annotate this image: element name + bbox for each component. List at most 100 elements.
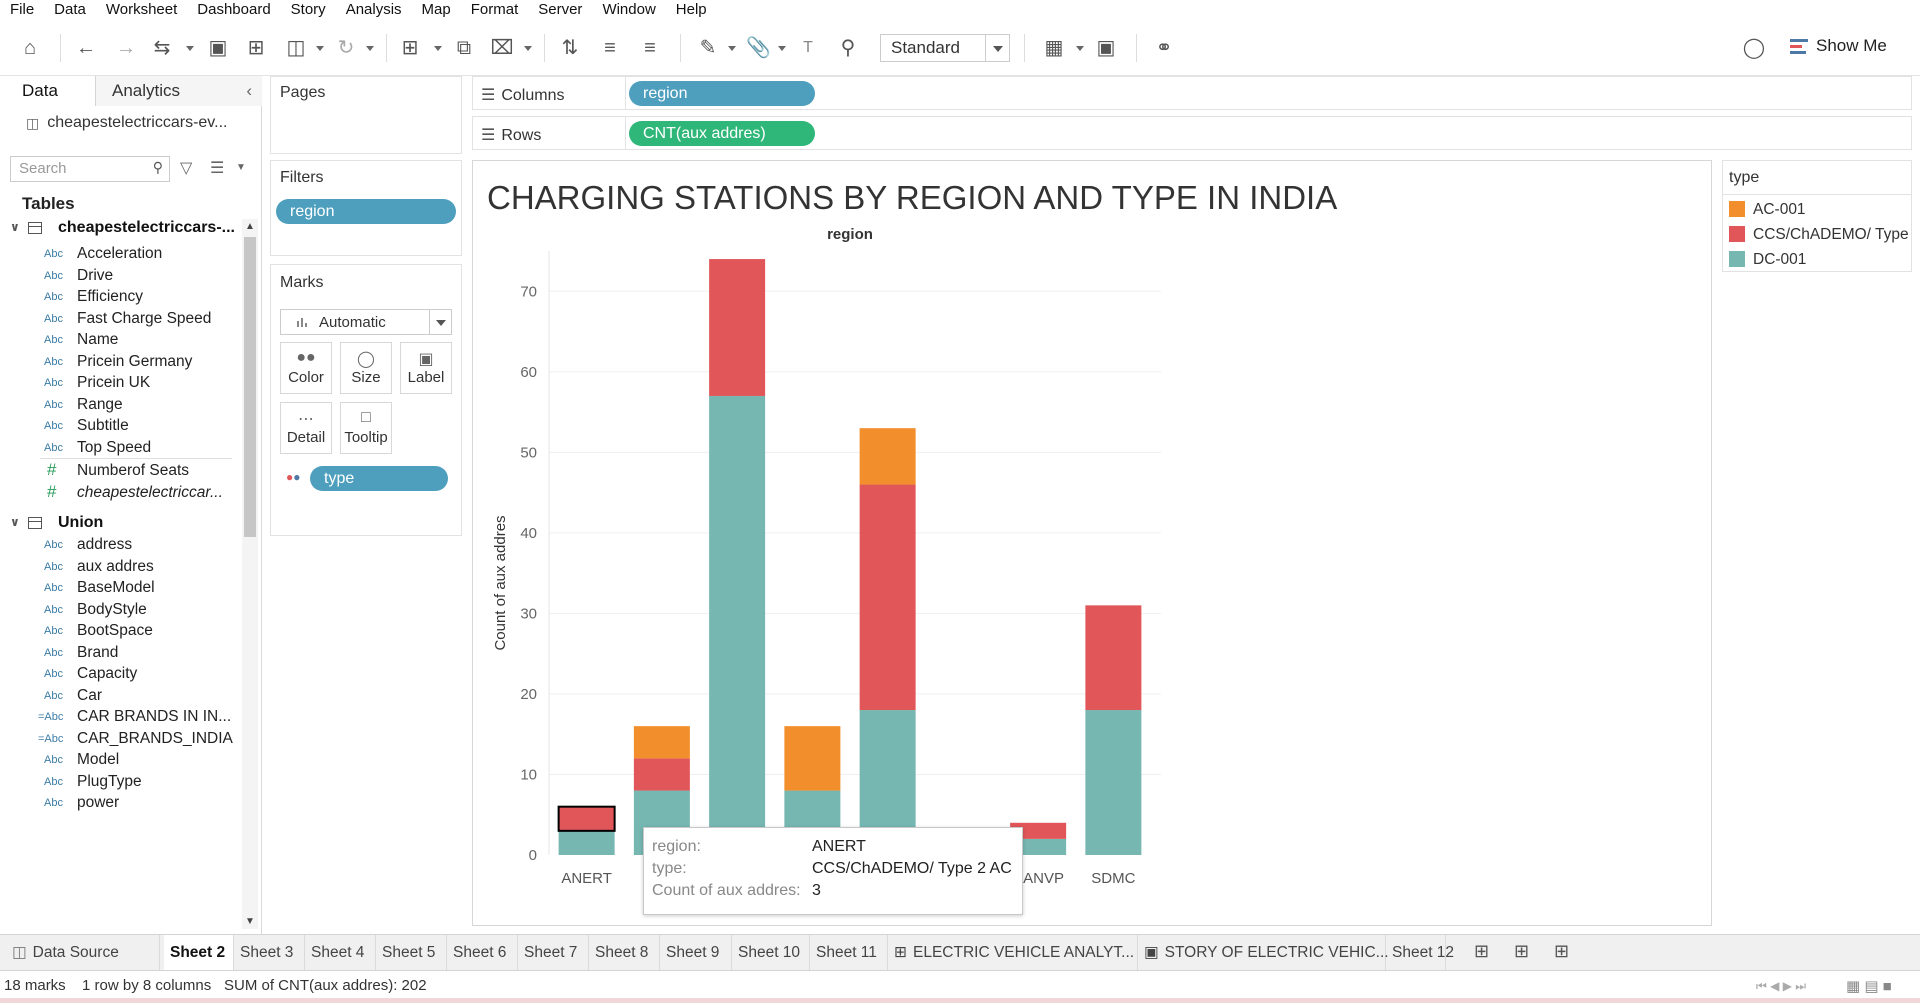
field-item[interactable]: # cheapestelectriccar... bbox=[0, 481, 240, 507]
group-members-icon[interactable]: 📎 bbox=[746, 37, 771, 59]
show-labels-icon[interactable]: T bbox=[803, 39, 813, 56]
menu-window[interactable]: Window bbox=[602, 1, 656, 18]
bar-segment[interactable] bbox=[784, 726, 841, 791]
columns-shelf[interactable]: ☰ Columns region bbox=[472, 76, 1912, 110]
view-list-icon[interactable]: ☰ bbox=[210, 160, 225, 177]
new-dashboard-icon[interactable]: ⊞ bbox=[1514, 941, 1530, 961]
sort-ascending-icon[interactable]: ≡ bbox=[604, 37, 616, 59]
chevron-down-icon[interactable]: ∨ bbox=[10, 515, 20, 529]
sheet-tab[interactable]: Sheet 7 bbox=[518, 935, 589, 971]
bar-segment[interactable] bbox=[1085, 710, 1142, 855]
menu-analysis[interactable]: Analysis bbox=[345, 1, 402, 18]
table-group-group1[interactable]: ∨ cheapestelectriccars-... bbox=[0, 216, 240, 242]
menu-help[interactable]: Help bbox=[675, 1, 707, 18]
field-item[interactable]: =Abc CAR_BRANDS_INDIA bbox=[0, 727, 240, 753]
scrollbar-thumb[interactable] bbox=[244, 237, 256, 537]
color-pill-type[interactable]: type bbox=[310, 466, 448, 491]
bar-segment[interactable] bbox=[709, 259, 766, 396]
save-icon[interactable]: ▣ bbox=[208, 37, 228, 59]
field-item[interactable]: Abc Fast Charge Speed bbox=[0, 307, 240, 333]
datasource-item[interactable]: ◫ cheapestelectriccars-ev... bbox=[26, 114, 227, 132]
grid-view-icon[interactable]: ▦ ▤ ■ bbox=[1846, 978, 1892, 995]
field-item[interactable]: Abc Brand bbox=[0, 641, 240, 667]
sheet-tab[interactable]: ▣ STORY OF ELECTRIC VEHIC... bbox=[1138, 935, 1389, 971]
legend-item[interactable]: DC-001 bbox=[1729, 251, 1909, 271]
show-cards-icon[interactable]: ▦ bbox=[1044, 37, 1064, 59]
share-icon[interactable]: ⚭ bbox=[1155, 37, 1173, 59]
format-painter-icon[interactable]: ◯ bbox=[1742, 37, 1766, 59]
chevron-down-icon[interactable]: ∨ bbox=[10, 220, 20, 234]
columns-pill-region[interactable]: region bbox=[629, 81, 815, 106]
sheet-tab[interactable]: Sheet 10 bbox=[732, 935, 810, 971]
menu-file[interactable]: File bbox=[10, 1, 35, 18]
field-item[interactable]: Abc BootSpace bbox=[0, 619, 240, 645]
new-worksheet-icon[interactable]: ⊞ bbox=[1474, 941, 1490, 961]
scroll-down-icon[interactable]: ▼ bbox=[245, 916, 255, 927]
sort-descending-icon[interactable]: ≡ bbox=[644, 37, 656, 59]
color-button[interactable]: ●● Color bbox=[280, 342, 332, 394]
field-item[interactable]: Abc Drive bbox=[0, 264, 240, 290]
sheet-tab[interactable]: Sheet 6 bbox=[447, 935, 518, 971]
detail-button[interactable]: ⋯ Detail bbox=[280, 402, 332, 454]
redo-icon[interactable]: → bbox=[116, 37, 136, 59]
sheet-tab[interactable]: Sheet 3 bbox=[234, 935, 305, 971]
field-item[interactable]: Abc Car bbox=[0, 684, 240, 710]
sheet-tab[interactable]: Sheet 12 bbox=[1386, 935, 1454, 971]
highlight-icon[interactable]: ✎ bbox=[699, 37, 717, 59]
menu-data[interactable]: Data bbox=[54, 1, 86, 18]
bar-segment[interactable] bbox=[557, 805, 616, 832]
menu-dashboard[interactable]: Dashboard bbox=[197, 1, 271, 18]
tab-data[interactable]: Data bbox=[0, 76, 96, 106]
bar-segment[interactable] bbox=[859, 428, 916, 485]
undo-icon[interactable]: ← bbox=[76, 37, 96, 59]
field-item[interactable]: # Numberof Seats bbox=[0, 459, 240, 485]
bar-segment[interactable] bbox=[709, 395, 766, 855]
search-input[interactable]: Search ⚲ bbox=[10, 156, 170, 182]
filters-card[interactable] bbox=[270, 160, 462, 256]
menu-map[interactable]: Map bbox=[421, 1, 451, 18]
sheet-tab[interactable]: Sheet 4 bbox=[305, 935, 376, 971]
field-item[interactable]: Abc Acceleration bbox=[0, 242, 240, 268]
field-item[interactable]: Abc BaseModel bbox=[0, 576, 240, 602]
chevron-down-icon[interactable]: ▼ bbox=[236, 162, 246, 173]
bar-segment[interactable] bbox=[859, 484, 916, 711]
bar-chart[interactable]: CHARGING STATIONS BY REGION AND TYPE IN … bbox=[473, 161, 1711, 925]
label-button[interactable]: ▣ Label bbox=[400, 342, 452, 394]
sheet-tab[interactable]: Sheet 9 bbox=[660, 935, 732, 971]
field-item[interactable]: Abc Efficiency bbox=[0, 285, 240, 311]
bar-segment[interactable] bbox=[558, 830, 615, 855]
field-item[interactable]: Abc Model bbox=[0, 748, 240, 774]
new-worksheet-icon[interactable]: ⊞ bbox=[401, 37, 419, 59]
clear-sheet-icon[interactable]: ⌧ bbox=[490, 37, 514, 59]
worksheet-view[interactable]: CHARGING STATIONS BY REGION AND TYPE IN … bbox=[472, 160, 1712, 926]
menu-worksheet[interactable]: Worksheet bbox=[105, 1, 178, 18]
field-item[interactable]: Abc address bbox=[0, 533, 240, 559]
color-legend[interactable]: type AC-001 CCS/ChADEMO/ Type... DC-001 bbox=[1722, 160, 1912, 272]
field-item[interactable]: Abc BodyStyle bbox=[0, 598, 240, 624]
sheet-tab[interactable]: Sheet 2 bbox=[164, 935, 234, 971]
field-item[interactable]: Abc Top Speed bbox=[0, 436, 240, 462]
bar-segment[interactable] bbox=[633, 726, 690, 759]
sheet-tab[interactable]: Sheet 5 bbox=[376, 935, 447, 971]
field-item[interactable]: Abc Range bbox=[0, 393, 240, 419]
legend-item[interactable]: AC-001 bbox=[1729, 201, 1909, 221]
rows-pill-cnt-aux-addres[interactable]: CNT(aux addres) bbox=[629, 121, 815, 146]
tab-analytics[interactable]: Analytics ‹ bbox=[96, 76, 262, 106]
menu-story[interactable]: Story bbox=[290, 1, 326, 18]
pages-card[interactable] bbox=[270, 76, 462, 154]
sheet-tab[interactable]: Sheet 8 bbox=[589, 935, 660, 971]
swap-icon[interactable]: ⇆ bbox=[153, 37, 171, 59]
field-list-scrollbar[interactable]: ▲ ▼ bbox=[242, 219, 258, 929]
swap-rows-columns-icon[interactable]: ⇅ bbox=[561, 37, 579, 59]
field-item[interactable]: Abc Name bbox=[0, 328, 240, 354]
field-item[interactable]: Abc PlugType bbox=[0, 770, 240, 796]
home-icon[interactable]: ⌂ bbox=[23, 37, 37, 59]
bar-segment[interactable] bbox=[1010, 838, 1067, 855]
bar-segment[interactable] bbox=[633, 758, 690, 791]
pin-icon[interactable]: ⚲ bbox=[840, 37, 856, 59]
presentation-mode-icon[interactable]: ▣ bbox=[1096, 37, 1116, 59]
field-item[interactable]: Abc power bbox=[0, 791, 240, 817]
table-group-group2[interactable]: ∨ Union bbox=[0, 511, 240, 537]
field-item[interactable]: Abc Pricein Germany bbox=[0, 350, 240, 376]
show-me-button[interactable]: Show Me bbox=[1790, 36, 1887, 56]
